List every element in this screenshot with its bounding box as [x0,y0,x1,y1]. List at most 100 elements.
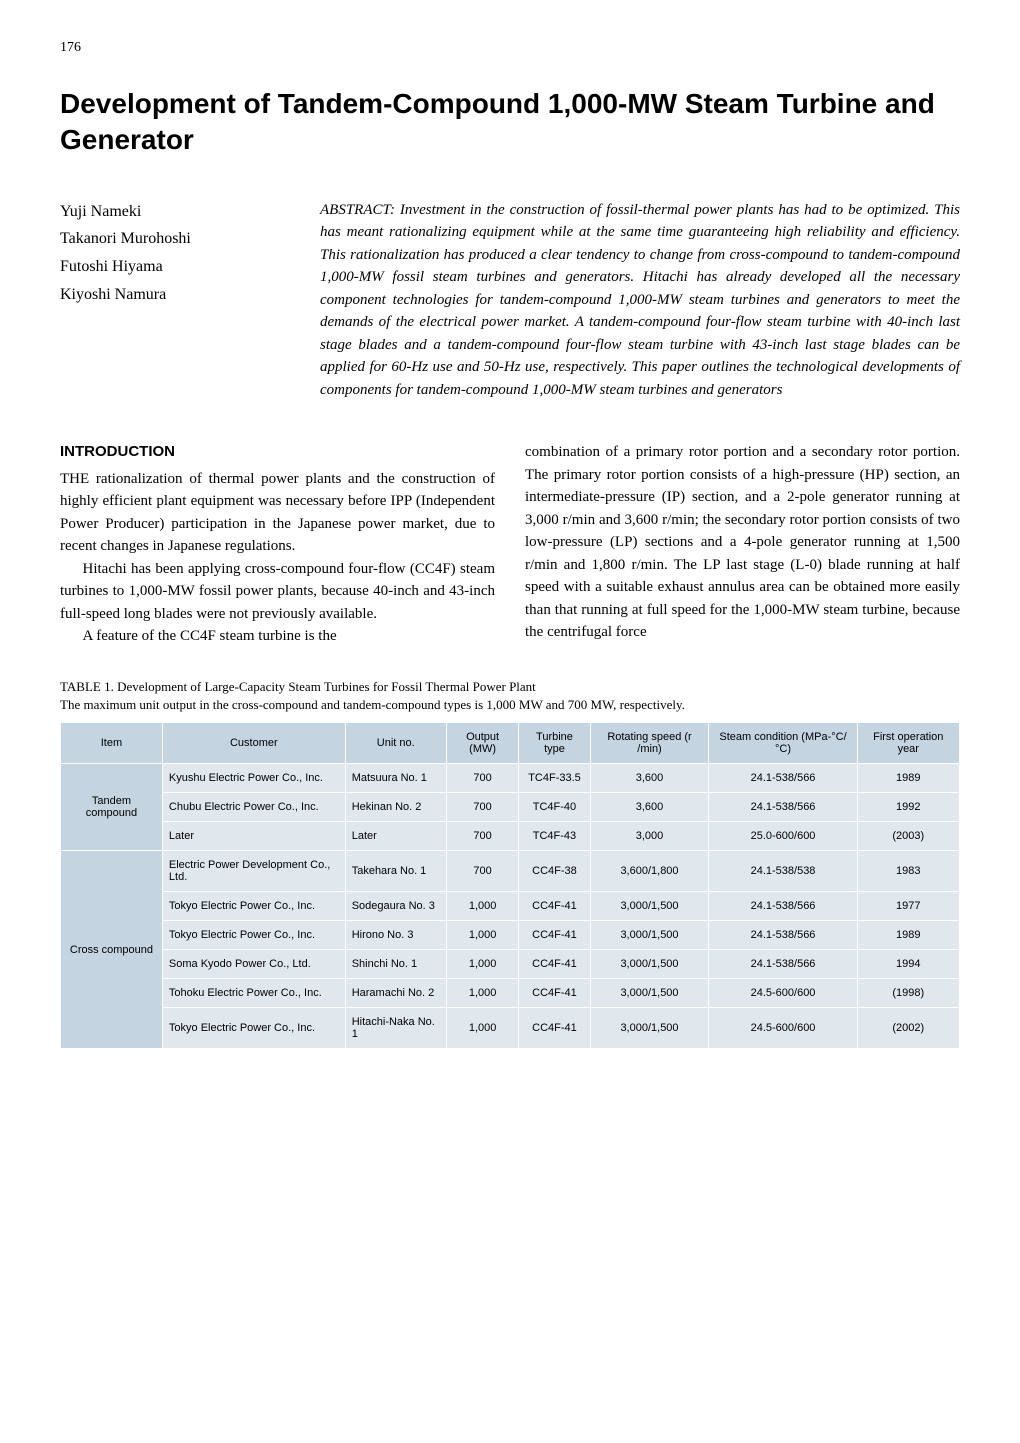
table-cell: Sodegaura No. 3 [345,892,446,921]
table-cell: Hirono No. 3 [345,921,446,950]
right-column: combination of a primary rotor portion a… [525,441,960,648]
table-cell: TC4F-40 [519,793,590,822]
table-cell: TC4F-43 [519,822,590,851]
paragraph: Hitachi has been applying cross-compound… [60,558,495,626]
table-cell: 700 [446,851,519,892]
table-cell: Tokyo Electric Power Co., Inc. [162,892,345,921]
table-cell: 3,000 [590,822,709,851]
data-table: Item Customer Unit no. Output (MW) Turbi… [60,722,960,1049]
table-cell: 24.1-538/566 [709,892,857,921]
abstract-text: ABSTRACT: Investment in the construction… [320,199,960,402]
table-header: Item Customer Unit no. Output (MW) Turbi… [61,723,960,764]
table-row: Tandem compound Kyushu Electric Power Co… [61,764,960,793]
table-cell: 1994 [857,950,959,979]
table-row: Tohoku Electric Power Co., Inc. Haramach… [61,979,960,1008]
table-cell: Tokyo Electric Power Co., Inc. [162,1008,345,1049]
table-cell: 24.1-538/566 [709,793,857,822]
column-header: First operation year [857,723,959,764]
table-cell: 1,000 [446,1008,519,1049]
table-subtitle: The maximum unit output in the cross-com… [60,697,685,712]
table-cell: 24.5-600/600 [709,979,857,1008]
paragraph: THE rationalization of thermal power pla… [60,468,495,558]
table-cell: 3,000/1,500 [590,921,709,950]
table-cell: Matsuura No. 1 [345,764,446,793]
table-cell: Soma Kyodo Power Co., Ltd. [162,950,345,979]
item-cell: Tandem compound [61,764,163,851]
table-cell: TC4F-33.5 [519,764,590,793]
table-row: Cross compound Electric Power Developmen… [61,851,960,892]
table-cell: 24.5-600/600 [709,1008,857,1049]
author: Takanori Murohoshi [60,226,260,252]
table-cell: 25.0-600/600 [709,822,857,851]
author: Futoshi Hiyama [60,254,260,280]
table-cell: 1,000 [446,921,519,950]
table-cell: 1,000 [446,950,519,979]
table-cell: (2002) [857,1008,959,1049]
table-cell: Haramachi No. 2 [345,979,446,1008]
column-header: Item [61,723,163,764]
table-cell: Takehara No. 1 [345,851,446,892]
table-cell: 3,000/1,500 [590,979,709,1008]
table-cell: Tohoku Electric Power Co., Inc. [162,979,345,1008]
body-columns: INTRODUCTION THE rationalization of ther… [60,441,960,648]
table-cell: CC4F-41 [519,1008,590,1049]
table-cell: Later [345,822,446,851]
table-cell: 24.1-538/538 [709,851,857,892]
table-cell: 1992 [857,793,959,822]
table-body: Tandem compound Kyushu Electric Power Co… [61,764,960,1049]
table-cell: CC4F-41 [519,950,590,979]
table-cell: 1,000 [446,979,519,1008]
table-row: Tokyo Electric Power Co., Inc. Sodegaura… [61,892,960,921]
table-header-row: Item Customer Unit no. Output (MW) Turbi… [61,723,960,764]
authors-abstract-block: Yuji Nameki Takanori Murohoshi Futoshi H… [60,199,960,402]
table-cell: CC4F-41 [519,921,590,950]
table-cell: (1998) [857,979,959,1008]
column-header: Turbine type [519,723,590,764]
paragraph: combination of a primary rotor portion a… [525,441,960,644]
table-cell: 3,000/1,500 [590,892,709,921]
table-cell: Hitachi-Naka No. 1 [345,1008,446,1049]
table-cell: 24.1-538/566 [709,950,857,979]
table-cell: Chubu Electric Power Co., Inc. [162,793,345,822]
author: Kiyoshi Namura [60,282,260,308]
article-title: Development of Tandem-Compound 1,000-MW … [60,86,960,159]
table-row: Soma Kyodo Power Co., Ltd. Shinchi No. 1… [61,950,960,979]
table-cell: 700 [446,822,519,851]
table-cell: 24.1-538/566 [709,764,857,793]
table-cell: CC4F-41 [519,892,590,921]
table-cell: 1989 [857,921,959,950]
table-title: Development of Large-Capacity Steam Turb… [117,679,536,694]
column-header: Customer [162,723,345,764]
section-heading: INTRODUCTION [60,441,495,464]
column-header: Steam condition (MPa-°C/ °C) [709,723,857,764]
column-header: Rotating speed (r /min) [590,723,709,764]
table-cell: Tokyo Electric Power Co., Inc. [162,921,345,950]
table-cell: Later [162,822,345,851]
table-cell: (2003) [857,822,959,851]
column-header: Unit no. [345,723,446,764]
table-cell: CC4F-41 [519,979,590,1008]
left-column: INTRODUCTION THE rationalization of ther… [60,441,495,648]
table-cell: 3,000/1,500 [590,950,709,979]
table-caption: TABLE 1. Development of Large-Capacity S… [60,678,960,714]
table-cell: 3,600 [590,793,709,822]
column-header: Output (MW) [446,723,519,764]
table-row: Tokyo Electric Power Co., Inc. Hitachi-N… [61,1008,960,1049]
table-cell: 1983 [857,851,959,892]
table-cell: Kyushu Electric Power Co., Inc. [162,764,345,793]
table-cell: CC4F-38 [519,851,590,892]
table-cell: 3,600/1,800 [590,851,709,892]
table-cell: 24.1-538/566 [709,921,857,950]
table-cell: 3,600 [590,764,709,793]
page-number: 176 [60,40,960,56]
table-cell: 700 [446,764,519,793]
author: Yuji Nameki [60,199,260,225]
table-cell: 3,000/1,500 [590,1008,709,1049]
paragraph: A feature of the CC4F steam turbine is t… [60,625,495,648]
table-cell: 1,000 [446,892,519,921]
authors-list: Yuji Nameki Takanori Murohoshi Futoshi H… [60,199,260,402]
table-label: TABLE 1. [60,679,114,694]
table-cell: 700 [446,793,519,822]
table-cell: 1977 [857,892,959,921]
table-row: Tokyo Electric Power Co., Inc. Hirono No… [61,921,960,950]
